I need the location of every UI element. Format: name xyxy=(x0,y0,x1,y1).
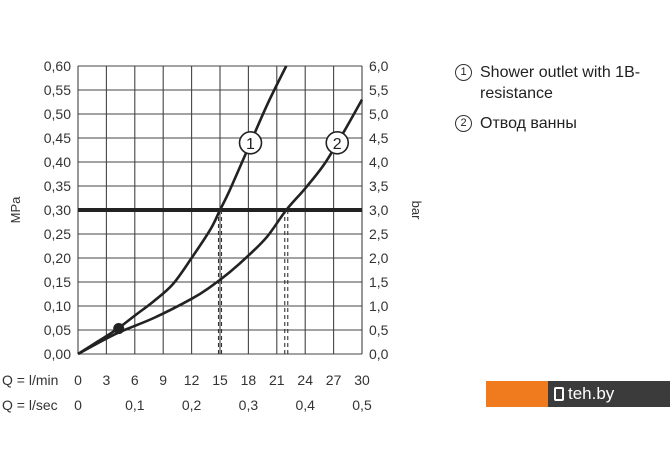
site-watermark: teh.by xyxy=(486,381,670,407)
x-tick-lmin: 9 xyxy=(159,372,167,388)
y-tick-left: 0,00 xyxy=(44,346,71,362)
x-tick-lmin: 15 xyxy=(212,372,228,388)
y-tick-left: 0,15 xyxy=(44,274,71,290)
y-tick-right: 6,0 xyxy=(369,58,389,74)
x-tick-lmin: 30 xyxy=(354,372,370,388)
series-curve-2 xyxy=(77,98,364,356)
x-tick-lmin: 24 xyxy=(297,372,313,388)
y-tick-right: 4,5 xyxy=(369,130,389,146)
x-tick-lsec: 0,3 xyxy=(239,397,259,413)
y-tick-right: 0,5 xyxy=(369,322,389,338)
x-tick-lsec: 0,1 xyxy=(125,397,145,413)
y-tick-right: 2,0 xyxy=(369,250,389,266)
data-point-marker xyxy=(113,323,125,335)
x-tick-lmin: 21 xyxy=(269,372,285,388)
legend-item-2: 2 Отвод ванны xyxy=(455,113,665,134)
y-tick-left: 0,60 xyxy=(44,58,71,74)
x-tick-lsec: 0,2 xyxy=(182,397,202,413)
y-tick-left: 0,10 xyxy=(44,298,71,314)
watermark-bar xyxy=(486,381,548,407)
y-tick-left: 0,25 xyxy=(44,226,71,242)
watermark-text: teh.by xyxy=(568,384,615,403)
phone-icon xyxy=(554,387,564,401)
y-tick-left: 0,30 xyxy=(44,202,71,218)
y-tick-left: 0,50 xyxy=(44,106,71,122)
tick-labels: 0,000,050,100,150,200,250,300,350,400,45… xyxy=(44,58,389,413)
x-tick-lsec: 0,4 xyxy=(295,397,315,413)
legend-item-1: 1 Shower outlet with 1B-resistance xyxy=(455,62,665,104)
chart-legend: 1 Shower outlet with 1B-resistance 2 Отв… xyxy=(455,62,665,143)
series-label-1: 1 xyxy=(246,136,255,153)
series-label-circle-2 xyxy=(325,131,350,155)
legend-text-2: Отвод ванны xyxy=(480,115,577,132)
y-tick-right: 2,5 xyxy=(369,226,389,242)
y-tick-right: 0,0 xyxy=(369,346,389,362)
y-tick-right: 1,0 xyxy=(369,298,389,314)
y-tick-left: 0,45 xyxy=(44,130,71,146)
y-tick-right: 5,0 xyxy=(369,106,389,122)
x-tick-lmin: 27 xyxy=(326,372,342,388)
series-label-2: 2 xyxy=(333,136,342,153)
x-axis-label-lsec: Q = l/sec xyxy=(2,397,58,413)
legend-text-1: Shower outlet with 1B-resistance xyxy=(480,64,641,102)
y-tick-left: 0,40 xyxy=(44,154,71,170)
x-tick-lmin: 12 xyxy=(184,372,200,388)
y-tick-left: 0,20 xyxy=(44,250,71,266)
y-tick-left: 0,35 xyxy=(44,178,71,194)
y-tick-right: 3,0 xyxy=(369,202,389,218)
series-label-circle-1 xyxy=(238,131,263,155)
x-tick-lsec: 0,5 xyxy=(352,397,372,413)
x-tick-lmin: 6 xyxy=(131,372,139,388)
y-tick-left: 0,05 xyxy=(44,322,71,338)
y-tick-left: 0,55 xyxy=(44,82,71,98)
watermark-label: teh.by xyxy=(548,381,670,407)
y-tick-right: 3,5 xyxy=(369,178,389,194)
y-axis-label-right: bar xyxy=(409,201,424,220)
legend-marker-1: 1 xyxy=(455,64,472,81)
y-tick-right: 5,5 xyxy=(369,82,389,98)
x-tick-lmin: 18 xyxy=(241,372,257,388)
x-tick-lsec: 0 xyxy=(74,397,82,413)
y-tick-right: 4,0 xyxy=(369,154,389,170)
legend-marker-2: 2 xyxy=(455,115,472,132)
x-axis-label-lmin: Q = l/min xyxy=(2,372,58,388)
y-axis-label-left: MPa xyxy=(8,196,23,224)
x-tick-lmin: 3 xyxy=(103,372,111,388)
x-tick-lmin: 0 xyxy=(74,372,82,388)
y-tick-right: 1,5 xyxy=(369,274,389,290)
